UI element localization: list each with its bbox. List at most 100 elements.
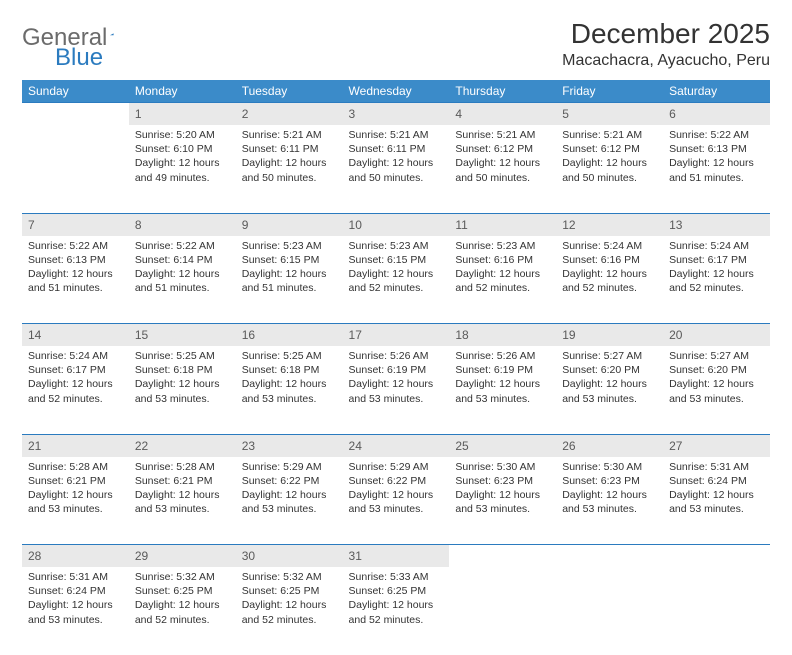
day-cell: Sunrise: 5:33 AMSunset: 6:25 PMDaylight:… [343,567,450,655]
sunrise-line: Sunrise: 5:24 AM [28,349,123,363]
day-number: 24 [349,439,362,453]
sunset-line: Sunset: 6:25 PM [349,584,444,598]
day-number-cell: 12 [556,213,663,236]
sunrise-line: Sunrise: 5:28 AM [135,460,230,474]
daylight-line: Daylight: 12 hours and 52 minutes. [28,377,123,405]
sunset-line: Sunset: 6:13 PM [669,142,764,156]
sunrise-line: Sunrise: 5:25 AM [242,349,337,363]
daylight-line: Daylight: 12 hours and 52 minutes. [562,267,657,295]
daylight-line: Daylight: 12 hours and 52 minutes. [455,267,550,295]
daylight-line: Daylight: 12 hours and 51 minutes. [135,267,230,295]
sunset-line: Sunset: 6:15 PM [349,253,444,267]
day-number: 2 [242,107,249,121]
day-cell: Sunrise: 5:32 AMSunset: 6:25 PMDaylight:… [236,567,343,655]
sunrise-line: Sunrise: 5:23 AM [349,239,444,253]
sunrise-line: Sunrise: 5:29 AM [349,460,444,474]
day-number: 1 [135,107,142,121]
day-number: 20 [669,328,682,342]
daynum-row: 28293031 [22,545,770,568]
day-number: 5 [562,107,569,121]
sunrise-line: Sunrise: 5:22 AM [135,239,230,253]
day-number: 30 [242,549,255,563]
day-cell-content: Sunrise: 5:31 AMSunset: 6:24 PMDaylight:… [22,567,129,633]
day-cell-content: Sunrise: 5:24 AMSunset: 6:16 PMDaylight:… [556,236,663,302]
day-cell-content [22,125,129,134]
day-cell-content: Sunrise: 5:27 AMSunset: 6:20 PMDaylight:… [556,346,663,412]
daylight-line: Daylight: 12 hours and 53 minutes. [28,598,123,626]
sunset-line: Sunset: 6:11 PM [349,142,444,156]
daylight-line: Daylight: 12 hours and 53 minutes. [135,377,230,405]
weekday-header: Sunday [22,80,129,103]
day-cell-content: Sunrise: 5:21 AMSunset: 6:12 PMDaylight:… [449,125,556,191]
daylight-line: Daylight: 12 hours and 51 minutes. [242,267,337,295]
day-number-cell: 3 [343,103,450,126]
day-cell-content: Sunrise: 5:22 AMSunset: 6:13 PMDaylight:… [22,236,129,302]
day-number-cell: 4 [449,103,556,126]
day-number: 19 [562,328,575,342]
day-cell-content: Sunrise: 5:23 AMSunset: 6:15 PMDaylight:… [343,236,450,302]
sunrise-line: Sunrise: 5:22 AM [28,239,123,253]
day-content-row: Sunrise: 5:28 AMSunset: 6:21 PMDaylight:… [22,457,770,545]
day-cell-content: Sunrise: 5:28 AMSunset: 6:21 PMDaylight:… [22,457,129,523]
daylight-line: Daylight: 12 hours and 53 minutes. [349,377,444,405]
day-number-cell: 30 [236,545,343,568]
day-number-cell: 17 [343,324,450,347]
sunrise-line: Sunrise: 5:20 AM [135,128,230,142]
sunset-line: Sunset: 6:18 PM [242,363,337,377]
day-cell-content: Sunrise: 5:22 AMSunset: 6:13 PMDaylight:… [663,125,770,191]
day-cell: Sunrise: 5:21 AMSunset: 6:12 PMDaylight:… [449,125,556,213]
day-cell: Sunrise: 5:22 AMSunset: 6:14 PMDaylight:… [129,236,236,324]
daylight-line: Daylight: 12 hours and 53 minutes. [562,488,657,516]
day-number: 17 [349,328,362,342]
weekday-header: Saturday [663,80,770,103]
sunrise-line: Sunrise: 5:25 AM [135,349,230,363]
day-cell: Sunrise: 5:20 AMSunset: 6:10 PMDaylight:… [129,125,236,213]
sunset-line: Sunset: 6:19 PM [349,363,444,377]
day-number-cell: 28 [22,545,129,568]
daylight-line: Daylight: 12 hours and 52 minutes. [669,267,764,295]
sunset-line: Sunset: 6:24 PM [28,584,123,598]
day-cell: Sunrise: 5:29 AMSunset: 6:22 PMDaylight:… [343,457,450,545]
sunrise-line: Sunrise: 5:28 AM [28,460,123,474]
day-cell: Sunrise: 5:31 AMSunset: 6:24 PMDaylight:… [663,457,770,545]
sunset-line: Sunset: 6:24 PM [669,474,764,488]
sunrise-line: Sunrise: 5:23 AM [455,239,550,253]
title-block: December 2025 Macachacra, Ayacucho, Peru [562,18,770,70]
day-cell: Sunrise: 5:28 AMSunset: 6:21 PMDaylight:… [22,457,129,545]
day-number-cell: 27 [663,434,770,457]
day-number-cell: 18 [449,324,556,347]
day-number: 9 [242,218,249,232]
day-cell-content: Sunrise: 5:33 AMSunset: 6:25 PMDaylight:… [343,567,450,633]
daynum-row: 1 2 345 6 [22,103,770,126]
day-number: 16 [242,328,255,342]
calendar-body: 123456Sunrise: 5:20 AMSunset: 6:10 PMDay… [22,103,770,655]
sunset-line: Sunset: 6:16 PM [455,253,550,267]
daylight-line: Daylight: 12 hours and 52 minutes. [349,267,444,295]
daylight-line: Daylight: 12 hours and 53 minutes. [562,377,657,405]
day-cell-content: Sunrise: 5:29 AMSunset: 6:22 PMDaylight:… [343,457,450,523]
header: General December 2025 Macachacra, Ayacuc… [22,18,770,70]
day-cell-content: Sunrise: 5:21 AMSunset: 6:12 PMDaylight:… [556,125,663,191]
day-cell: Sunrise: 5:32 AMSunset: 6:25 PMDaylight:… [129,567,236,655]
day-cell: Sunrise: 5:27 AMSunset: 6:20 PMDaylight:… [556,346,663,434]
day-cell-content: Sunrise: 5:21 AMSunset: 6:11 PMDaylight:… [343,125,450,191]
sunset-line: Sunset: 6:18 PM [135,363,230,377]
day-number-cell: 8 [129,213,236,236]
sunrise-line: Sunrise: 5:21 AM [349,128,444,142]
sunset-line: Sunset: 6:11 PM [242,142,337,156]
daylight-line: Daylight: 12 hours and 49 minutes. [135,156,230,184]
sunrise-line: Sunrise: 5:21 AM [242,128,337,142]
day-number-cell: 15 [129,324,236,347]
day-cell: Sunrise: 5:25 AMSunset: 6:18 PMDaylight:… [236,346,343,434]
day-number: 15 [135,328,148,342]
day-number-cell: 11 [449,213,556,236]
day-cell-content: Sunrise: 5:25 AMSunset: 6:18 PMDaylight:… [236,346,343,412]
daylight-line: Daylight: 12 hours and 51 minutes. [669,156,764,184]
sunset-line: Sunset: 6:19 PM [455,363,550,377]
sunset-line: Sunset: 6:20 PM [669,363,764,377]
day-cell-content: Sunrise: 5:32 AMSunset: 6:25 PMDaylight:… [129,567,236,633]
sunset-line: Sunset: 6:20 PM [562,363,657,377]
sunset-line: Sunset: 6:17 PM [28,363,123,377]
daylight-line: Daylight: 12 hours and 50 minutes. [242,156,337,184]
day-number-cell: 6 [663,103,770,126]
